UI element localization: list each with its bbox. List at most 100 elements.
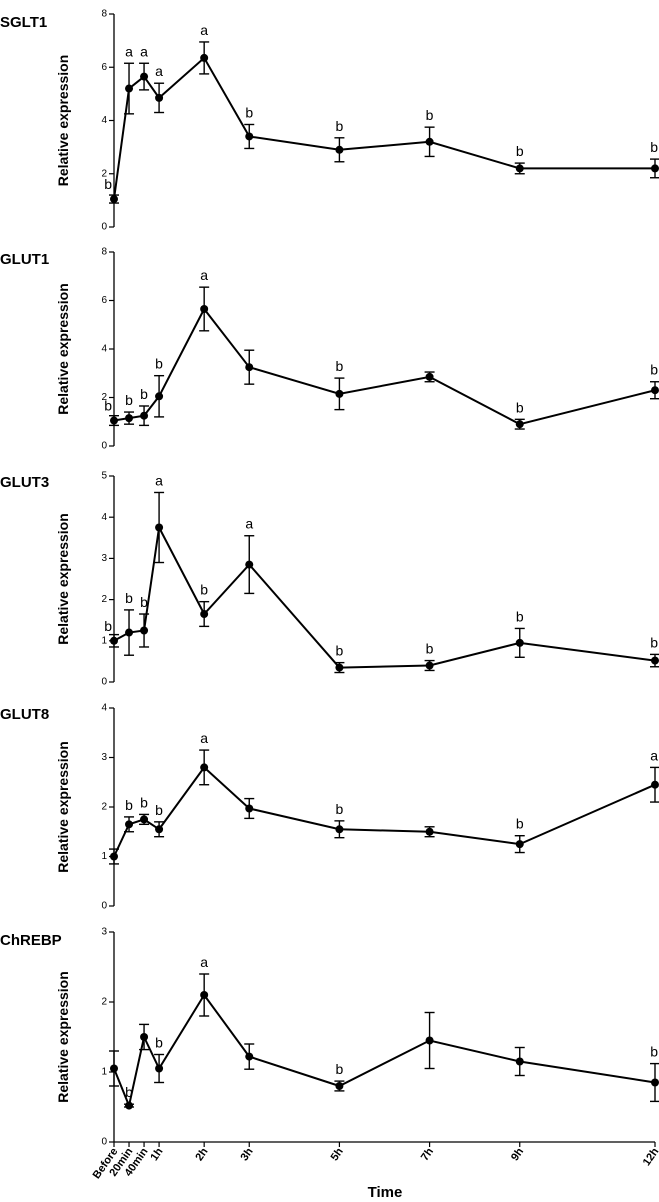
- data-point: [515, 840, 524, 849]
- y-tick-label: 4: [101, 344, 107, 355]
- data-point: [140, 72, 149, 81]
- data-point: [245, 804, 254, 813]
- significance-letter: b: [140, 594, 148, 610]
- y-tick-label: 0: [101, 222, 107, 233]
- data-point: [425, 827, 434, 836]
- data-point: [245, 363, 254, 372]
- y-tick-label: 1: [101, 635, 107, 646]
- data-point: [110, 852, 118, 861]
- data-point: [155, 93, 164, 102]
- data-point: [335, 663, 344, 672]
- significance-letter: b: [516, 143, 524, 159]
- significance-letter: a: [650, 747, 658, 763]
- significance-letter: b: [650, 139, 658, 155]
- significance-letter: b: [516, 816, 524, 832]
- data-point: [651, 386, 659, 395]
- significance-letter: b: [155, 1035, 163, 1051]
- significance-letter: b: [426, 641, 434, 657]
- data-point: [140, 411, 149, 420]
- panel-title: GLUT3: [0, 474, 49, 491]
- significance-letter: a: [140, 43, 148, 59]
- data-point: [245, 1052, 254, 1061]
- series-line: [113, 524, 656, 669]
- data-point: [110, 636, 118, 645]
- y-tick-label: 4: [101, 115, 107, 126]
- data-point: [200, 763, 209, 772]
- y-axis-label: Relative expression: [55, 513, 71, 645]
- x-tick-label: 2h: [193, 1146, 210, 1164]
- significance-letter: b: [336, 643, 344, 659]
- x-tick-label: 3h: [239, 1146, 256, 1164]
- data-point: [200, 304, 209, 313]
- data-point: [515, 420, 524, 429]
- significance-letter: b: [104, 398, 112, 414]
- panel-title: GLUT8: [0, 706, 49, 723]
- data-point: [245, 560, 254, 569]
- y-axis-label: Relative expression: [55, 971, 71, 1103]
- significance-letter: a: [155, 472, 163, 488]
- x-tick-label: 1h: [148, 1146, 165, 1164]
- data-point: [425, 372, 434, 381]
- significance-letter: b: [336, 1061, 344, 1077]
- y-tick-label: 0: [101, 1137, 107, 1148]
- data-point: [125, 628, 134, 637]
- panel-title: SGLT1: [0, 14, 47, 31]
- data-point: [140, 1033, 149, 1041]
- y-tick-label: 8: [101, 247, 107, 258]
- data-point: [335, 1082, 344, 1090]
- y-tick-label: 6: [101, 295, 107, 306]
- data-point: [515, 638, 524, 647]
- y-axis-label: Relative expression: [55, 283, 71, 415]
- data-point: [200, 53, 209, 62]
- data-point: [335, 825, 344, 834]
- significance-letter: b: [516, 399, 524, 415]
- data-point: [125, 820, 134, 829]
- significance-letter: b: [104, 176, 112, 192]
- y-tick-label: 2: [101, 802, 107, 813]
- significance-letter: b: [125, 797, 133, 813]
- x-axis-label: Time: [368, 1184, 403, 1201]
- significance-letter: b: [155, 802, 163, 818]
- significance-letter: b: [104, 618, 112, 634]
- significance-letter: a: [155, 63, 163, 79]
- significance-letter: b: [650, 634, 658, 650]
- significance-letter: a: [200, 730, 208, 746]
- significance-letter: a: [200, 267, 208, 283]
- series-line: [113, 307, 656, 426]
- data-point: [125, 414, 134, 423]
- data-point: [125, 84, 134, 93]
- y-tick-label: 4: [101, 512, 107, 523]
- data-point: [140, 815, 149, 824]
- y-tick-label: 0: [101, 901, 107, 912]
- data-point: [335, 145, 344, 154]
- data-point: [110, 195, 118, 204]
- data-point: [155, 1064, 164, 1073]
- data-point: [425, 1036, 434, 1045]
- y-tick-label: 0: [101, 441, 107, 452]
- x-tick-label: 5h: [329, 1146, 346, 1164]
- x-tick-label: 9h: [509, 1146, 526, 1164]
- significance-letter: b: [125, 590, 133, 606]
- y-tick-label: 3: [101, 927, 107, 938]
- y-tick-label: 2: [101, 594, 107, 605]
- data-point: [155, 523, 164, 532]
- significance-letter: b: [125, 1084, 133, 1100]
- series-line: [113, 56, 655, 200]
- data-point: [200, 991, 209, 999]
- data-point: [425, 661, 434, 670]
- significance-letter: b: [650, 362, 658, 378]
- significance-letter: b: [426, 107, 434, 123]
- x-tick-label: 7h: [419, 1146, 436, 1164]
- x-tick-label: 12h: [641, 1146, 659, 1169]
- significance-letter: b: [245, 104, 253, 120]
- data-point: [651, 780, 659, 789]
- data-point: [651, 656, 659, 665]
- y-tick-label: 1: [101, 851, 107, 862]
- significance-letter: b: [516, 608, 524, 624]
- y-tick-label: 2: [101, 997, 107, 1008]
- y-tick-label: 8: [101, 9, 107, 20]
- significance-letter: a: [125, 43, 133, 59]
